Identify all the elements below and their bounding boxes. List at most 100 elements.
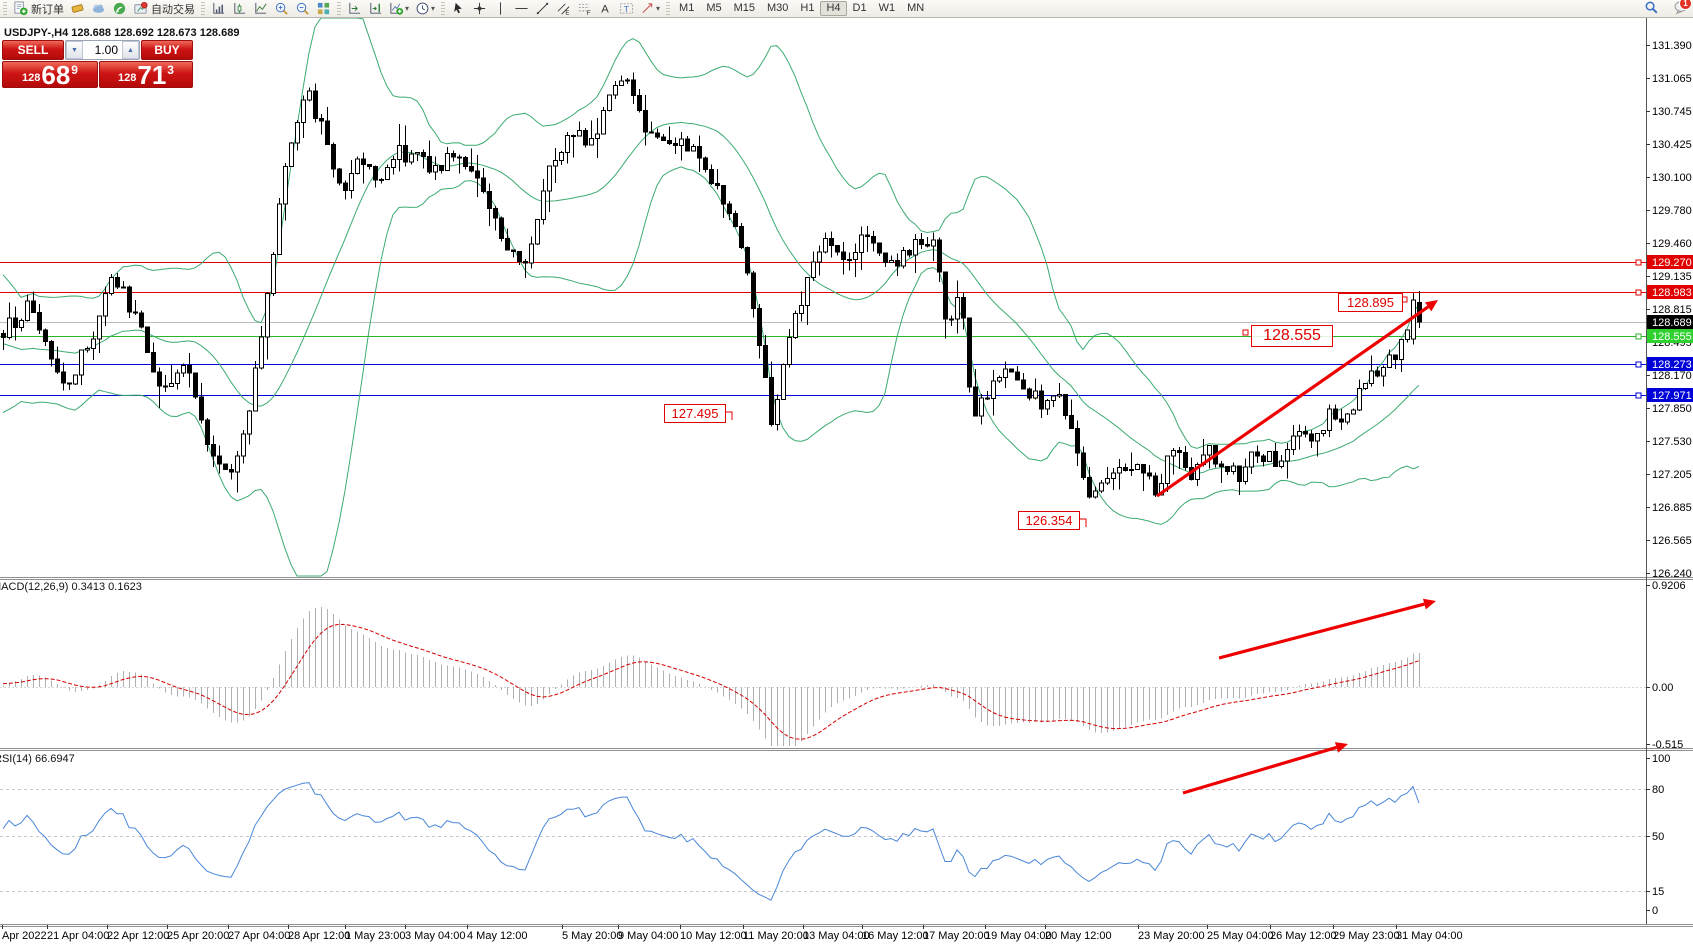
level-line-handle[interactable] [1635, 392, 1642, 399]
candle-bearish [229, 469, 234, 473]
autotrade-button[interactable]: 自动交易 [130, 1, 198, 17]
price-badge-label: 128.555 [1652, 331, 1692, 343]
candle-bullish [307, 90, 312, 101]
market-button[interactable] [67, 1, 88, 17]
candle-bearish [1015, 371, 1020, 381]
candle-chart-button[interactable] [229, 1, 250, 17]
tile-windows-button[interactable] [313, 1, 334, 17]
annotation-handle[interactable] [1242, 329, 1249, 336]
signals-button[interactable] [109, 1, 130, 17]
sell-button[interactable]: SELL [2, 40, 64, 60]
dropdown-caret-icon[interactable]: ▾ [405, 4, 410, 13]
candle-bearish [427, 155, 432, 173]
sell-price[interactable]: 128 68 9 [2, 61, 98, 88]
candle-bullish [1045, 399, 1050, 410]
vline-button[interactable] [490, 1, 511, 17]
cursor-icon [454, 2, 462, 14]
volume-stepper[interactable]: ▼ 1.00 ▲ [65, 40, 140, 60]
bollinger-upper-line [2, 17, 1420, 449]
volume-up-button[interactable]: ▲ [122, 41, 139, 59]
arrows-button[interactable]: ▾ [637, 1, 663, 17]
signal-icon [113, 2, 126, 15]
timeframe-m1-button[interactable]: M1 [679, 2, 695, 14]
label-button[interactable]: T [616, 1, 637, 17]
candle-bearish [829, 238, 834, 247]
candle-bearish [1021, 379, 1026, 390]
candle-bullish [415, 152, 420, 155]
candle-bearish [517, 251, 522, 262]
candle-bearish [943, 271, 948, 320]
volume-value[interactable]: 1.00 [94, 43, 118, 57]
fibo-button[interactable]: F [574, 1, 595, 17]
period-button[interactable]: ▾ [412, 1, 438, 17]
notifications-button[interactable]: 1 [1673, 0, 1692, 18]
community-button[interactable] [88, 1, 109, 17]
candle-bullish [589, 138, 594, 146]
candle-bullish [1105, 478, 1110, 484]
price-badge [1647, 388, 1693, 402]
candle-bearish [961, 296, 966, 319]
trendline-button[interactable] [532, 1, 553, 17]
level-line-handle[interactable] [1635, 333, 1642, 340]
price-axis[interactable]: 131.390 131.065 130.745 130.425 130.100 129.7… [1646, 40, 1693, 580]
crosshair-button[interactable] [469, 1, 490, 17]
candle-bullish [805, 277, 810, 307]
buy-button[interactable]: BUY [141, 40, 193, 60]
candle-bullish [913, 239, 918, 256]
dropdown-caret-icon[interactable]: ▾ [656, 4, 661, 13]
candle-bullish [823, 238, 828, 253]
cursor-button[interactable] [448, 1, 469, 17]
new-order-button[interactable]: 新订单 [10, 1, 67, 17]
candle-bearish [985, 397, 990, 400]
candle-bullish [265, 293, 270, 338]
zoom-out-button[interactable] [292, 1, 313, 17]
timeframe-m5-button[interactable]: M5 [706, 2, 722, 14]
price-annotation[interactable]: 128.555 [1251, 325, 1333, 347]
trend-arrow[interactable] [1156, 300, 1438, 498]
trend-arrow[interactable] [1218, 598, 1436, 660]
price-tick-label: 129.780 [1652, 205, 1692, 217]
candle-bearish [115, 277, 120, 288]
price-annotation[interactable]: 126.354 [1018, 511, 1080, 530]
candle-bearish [373, 166, 378, 181]
candle-bearish [895, 259, 900, 267]
zoom-in-button[interactable] [271, 1, 292, 17]
candle-bullish [979, 397, 984, 417]
level-line-handle[interactable] [1635, 259, 1642, 266]
channel-button[interactable]: E [553, 1, 574, 17]
macd-tick-label: -0.515 [1652, 739, 1683, 751]
bar-chart-button[interactable] [208, 1, 229, 17]
timeframe-h4-button[interactable]: H4 [820, 1, 847, 16]
candle-bearish [871, 236, 876, 244]
dropdown-caret-icon[interactable]: ▾ [431, 4, 436, 13]
volume-down-button[interactable]: ▼ [66, 41, 83, 59]
time-axis-label: 25 May 04:00 [1207, 930, 1274, 942]
timeframe-m15-button[interactable]: M15 [733, 2, 756, 14]
candle-bearish [187, 364, 192, 374]
timeframe-h1-button[interactable]: H1 [800, 2, 815, 14]
chart-shift-button[interactable] [365, 1, 386, 17]
auto-scroll-button[interactable] [344, 1, 365, 17]
text-button[interactable]: A [595, 1, 616, 17]
candle-bullish [1099, 482, 1104, 492]
timeframe-d1-button[interactable]: D1 [852, 2, 867, 14]
timeframe-m30-button[interactable]: M30 [767, 2, 789, 14]
timeframe-w1-button[interactable]: W1 [878, 2, 896, 14]
candle-bullish [955, 296, 960, 320]
price-annotation[interactable]: 128.895 [1338, 293, 1403, 312]
new-chart-button[interactable]: ▾ [386, 1, 412, 17]
buy-price[interactable]: 128 71 3 [99, 61, 193, 88]
candle-bearish [1009, 368, 1014, 373]
timeframe-mn-button[interactable]: MN [907, 2, 925, 14]
search-icon[interactable] [1644, 0, 1659, 18]
candle-bullish [277, 203, 282, 256]
level-line-handle[interactable] [1635, 289, 1642, 296]
price-annotation[interactable]: 127.495 [664, 404, 726, 423]
trend-arrow[interactable] [1182, 742, 1348, 795]
line-chart-button[interactable] [250, 1, 271, 17]
level-line-handle[interactable] [1635, 361, 1642, 368]
price-tick-label: 128.815 [1652, 304, 1692, 316]
hline-button[interactable] [511, 1, 532, 17]
